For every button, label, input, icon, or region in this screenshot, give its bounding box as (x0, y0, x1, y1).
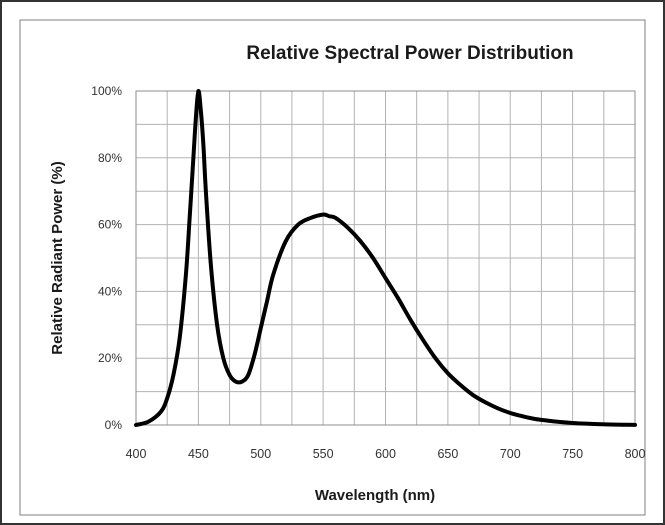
x-tick-label: 400 (126, 447, 147, 461)
inner-border (19, 19, 646, 516)
x-tick-label: 500 (250, 447, 271, 461)
x-tick-label: 450 (188, 447, 209, 461)
y-tick-label: 20% (98, 351, 122, 365)
series-layer (134, 88, 637, 427)
chart-title: Relative Spectral Power Distribution (246, 43, 573, 64)
y-tick-label: 100% (91, 84, 122, 98)
y-tick-label: 80% (98, 151, 122, 165)
y-axis-tick-labels: 0% 20% 40% 60% 80% 100% (91, 84, 122, 432)
plot-area-border (135, 90, 636, 426)
x-tick-label: 550 (313, 447, 334, 461)
x-tick-label: 650 (437, 447, 458, 461)
spectral-power-line (134, 88, 637, 427)
y-tick-label: 40% (98, 284, 122, 298)
x-tick-label: 800 (625, 447, 646, 461)
x-tick-label: 750 (562, 447, 583, 461)
x-axis-tick-labels: 400 450 500 550 600 650 700 750 800 (126, 447, 646, 461)
gridlines (136, 91, 635, 425)
y-tick-label: 60% (98, 218, 122, 232)
x-tick-label: 600 (375, 447, 396, 461)
x-axis-label: Wavelength (nm) (315, 487, 435, 504)
x-tick-label: 700 (500, 447, 521, 461)
y-tick-label: 0% (105, 418, 123, 432)
y-axis-label: Relative Radiant Power (%) (49, 161, 66, 354)
